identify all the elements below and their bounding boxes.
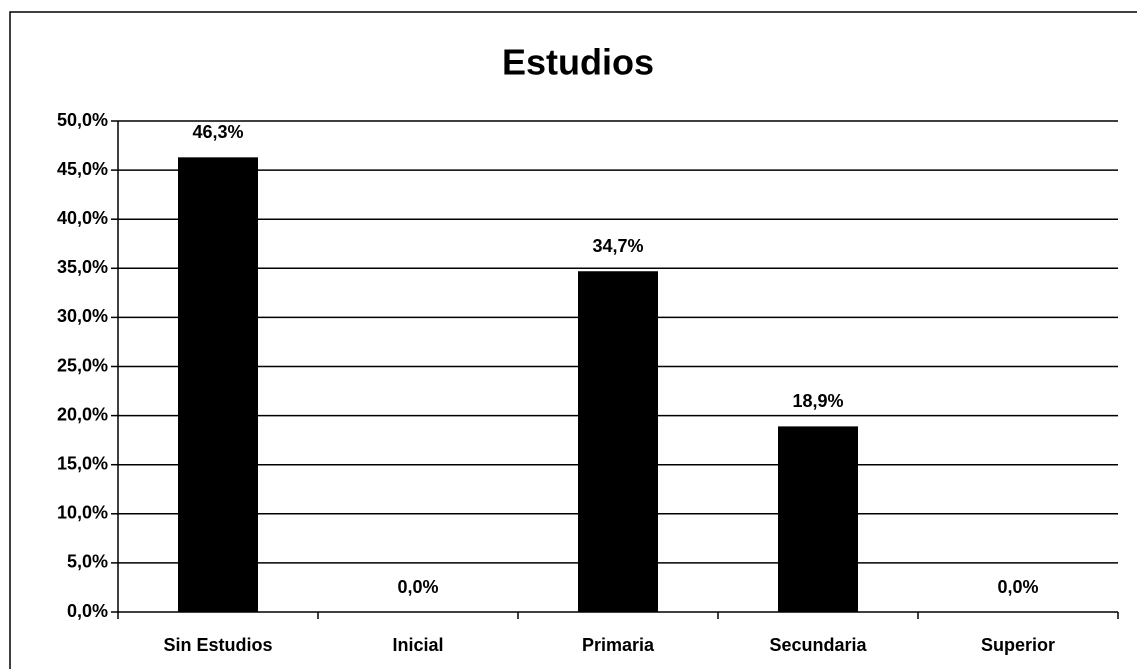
y-tick-label: 0,0% [67,601,108,621]
bar [778,426,858,612]
x-tick-label: Inicial [392,635,443,655]
y-tick-label: 20,0% [57,404,108,424]
y-tick-label: 25,0% [57,355,108,375]
y-tick-label: 35,0% [57,257,108,277]
x-tick-label: Sin Estudios [163,635,272,655]
data-label: 0,0% [997,577,1038,597]
y-tick-label: 15,0% [57,453,108,473]
chart-title: Estudios [502,42,654,83]
data-label: 18,9% [792,391,843,411]
x-tick-label: Primaria [582,635,655,655]
y-tick-label: 45,0% [57,159,108,179]
y-tick-label: 40,0% [57,208,108,228]
data-label: 46,3% [192,122,243,142]
y-tick-label: 50,0% [57,110,108,130]
data-label: 34,7% [592,236,643,256]
y-tick-label: 10,0% [57,503,108,523]
x-tick-label: Secundaria [769,635,867,655]
x-tick-label: Superior [981,635,1055,655]
y-tick-label: 30,0% [57,306,108,326]
y-tick-label: 5,0% [67,552,108,572]
bar [578,271,658,612]
bar [178,157,258,613]
data-label: 0,0% [397,577,438,597]
